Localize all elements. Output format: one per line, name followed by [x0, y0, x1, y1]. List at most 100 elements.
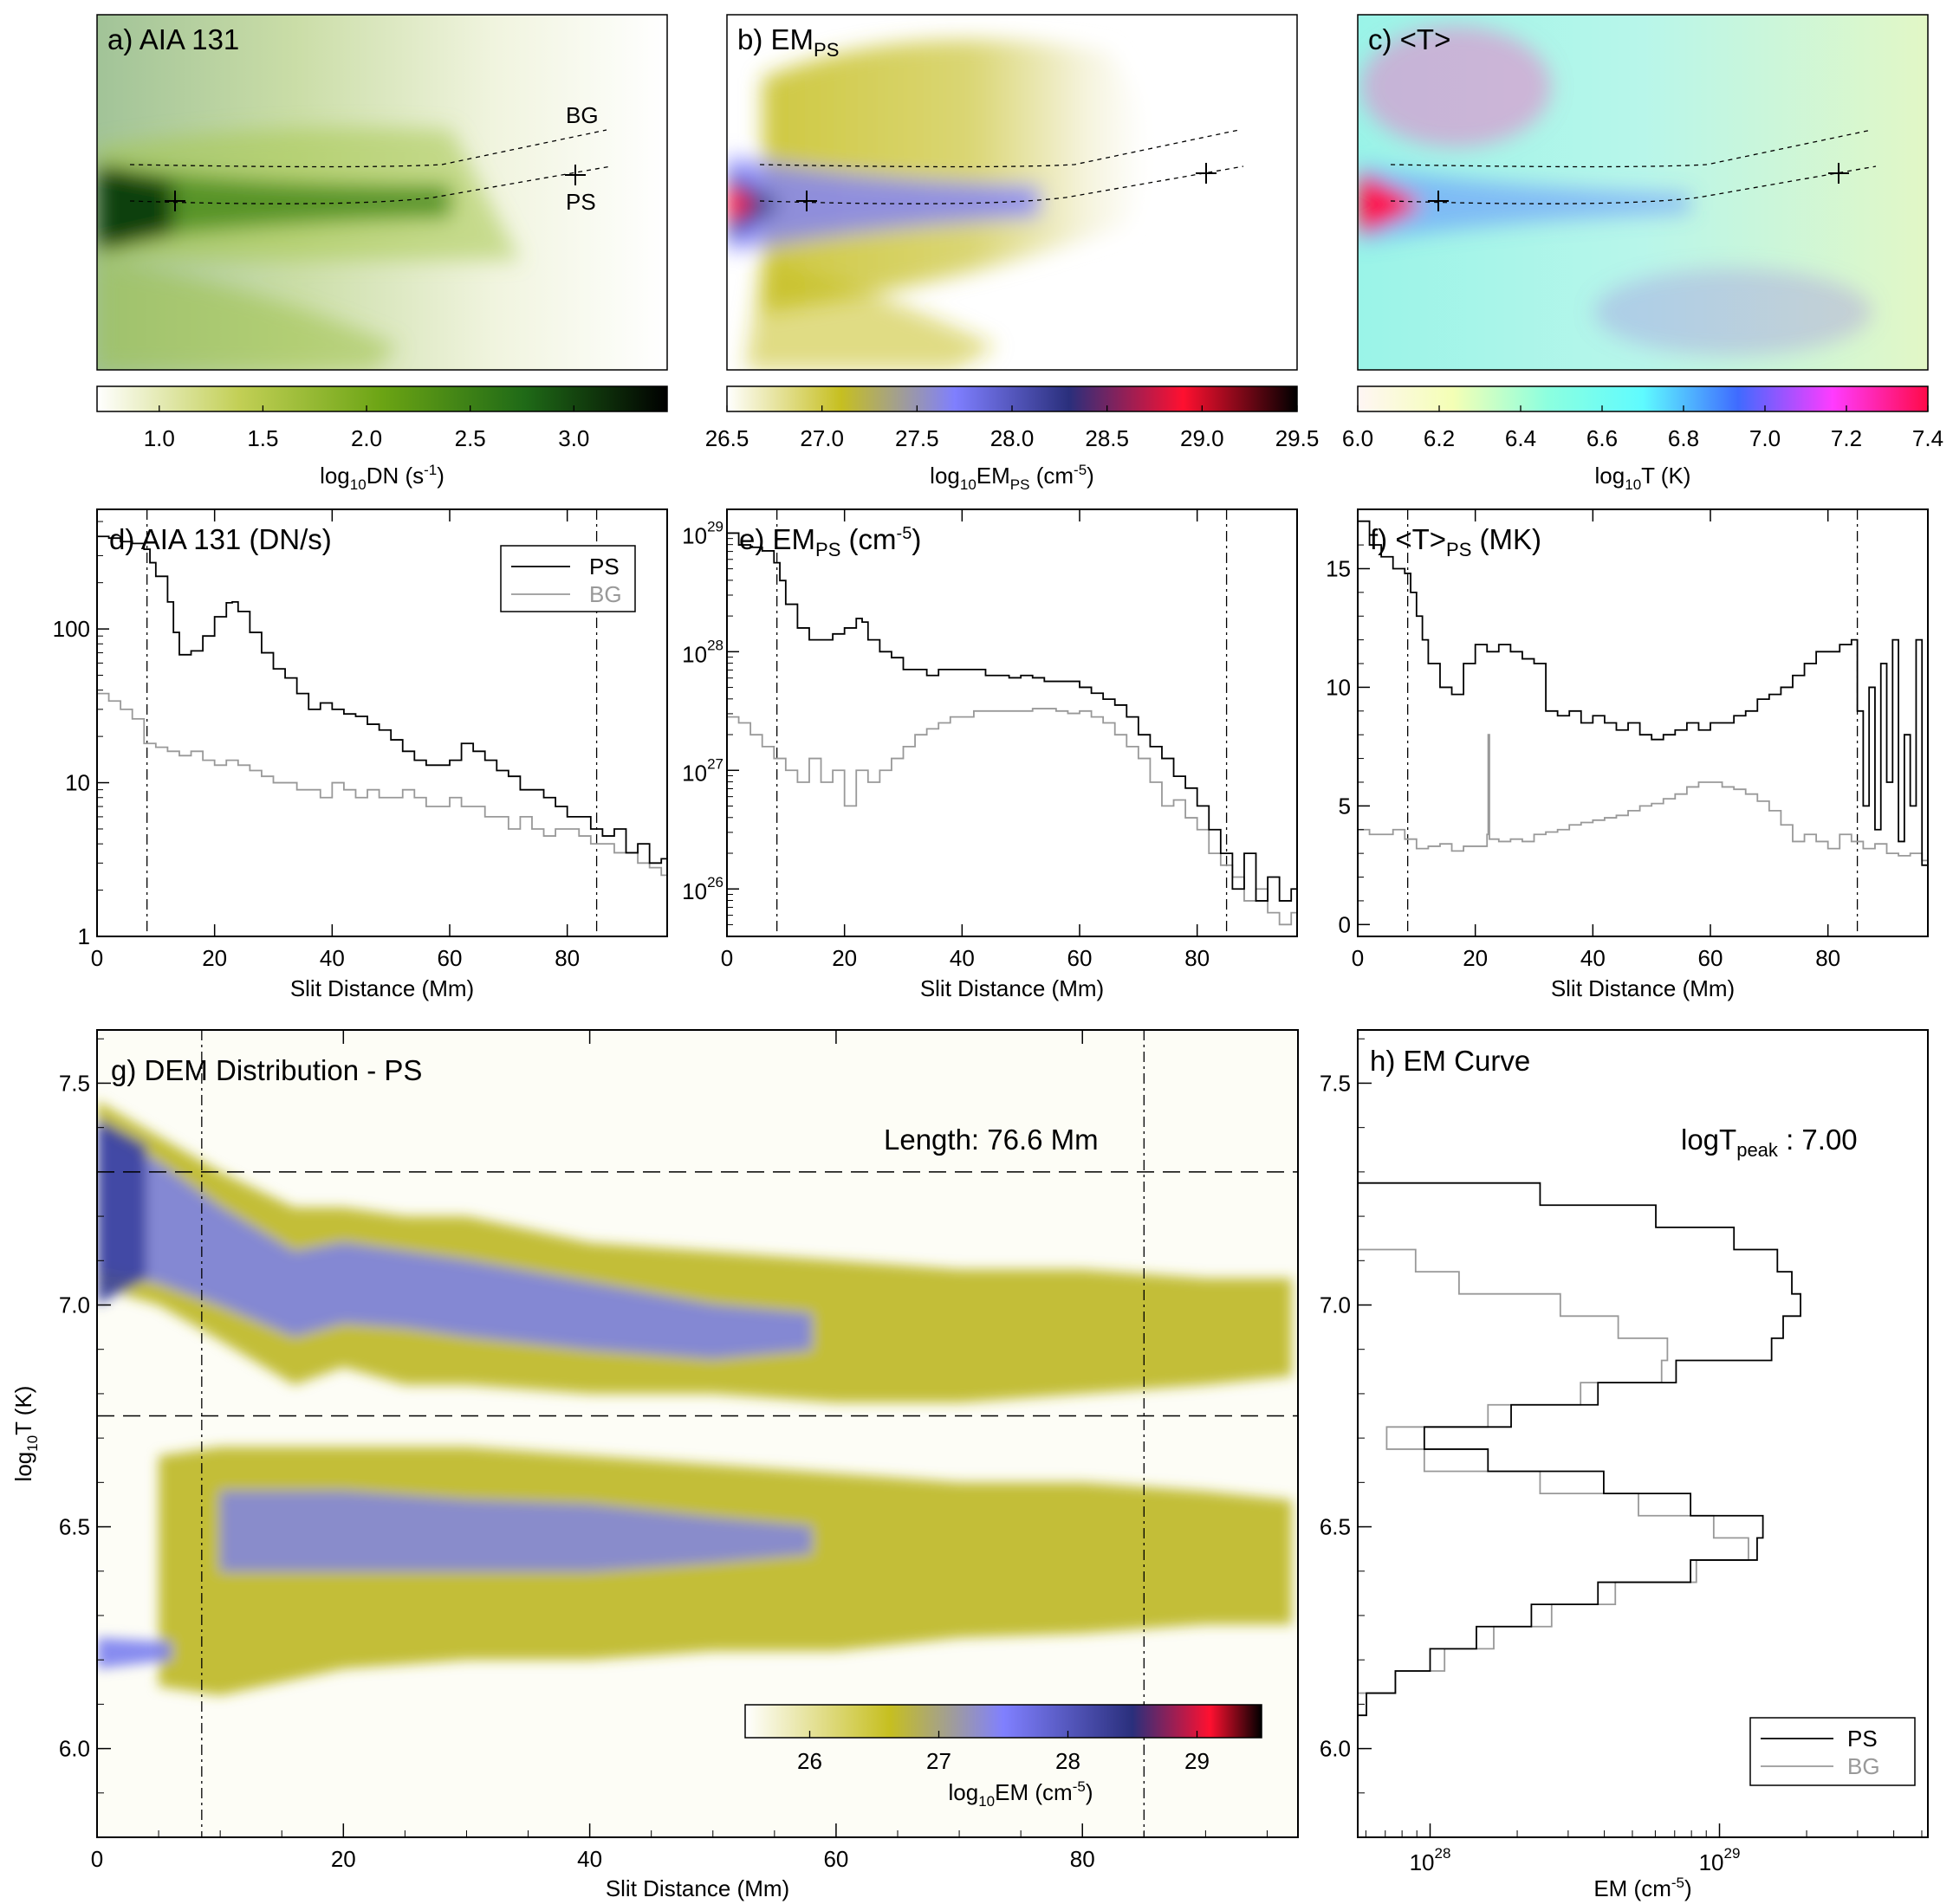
- x-tick-label: 40: [1580, 945, 1606, 971]
- cool-core-blob: [97, 1637, 172, 1669]
- x-tick-label: 60: [1698, 945, 1723, 971]
- y-tick-label: 7.0: [1320, 1292, 1351, 1318]
- x-axis-label: Slit Distance (Mm): [1551, 975, 1735, 1001]
- y-tick-label: 1026: [682, 874, 723, 904]
- legend-ps-label: PS: [1847, 1726, 1878, 1752]
- y-tick-label: 7.0: [59, 1292, 90, 1318]
- legend-ps-label: PS: [589, 554, 620, 580]
- em-curve-bg: [1358, 1248, 1749, 1694]
- y-tick-label: 7.5: [1320, 1070, 1351, 1096]
- panel-d-aia131: 0 20 40 60 80 Slit Distance (Mm) 1 10 100 d) AIA …: [53, 508, 668, 1001]
- x-tick-label: 80: [1184, 945, 1210, 971]
- colorbar-tick-label: 29.0: [1180, 425, 1224, 451]
- colorbar-title: log10EMPS (cm-5): [930, 462, 1094, 493]
- image-panel-b: b) EMPS: [726, 14, 1298, 371]
- y-tick-label: 10: [1326, 674, 1351, 700]
- y-tick-label: 6.0: [59, 1736, 90, 1762]
- colorbar-tick-label: 29.5: [1275, 425, 1320, 451]
- x-tick-label: 0: [1352, 945, 1364, 971]
- colorbar-tick-label: 3.0: [558, 425, 589, 451]
- panel-h-em-curve: 6.0 6.5 7.0 7.5 1028 1029 EM (cm-5) h) EM Curve…: [1320, 1029, 1929, 1901]
- colorbar-tick-label: 6.6: [1586, 425, 1618, 451]
- x-tick-label: 40: [577, 1846, 602, 1872]
- dem-colorbar-title: log10EM (cm-5): [949, 1778, 1093, 1810]
- y-tick-label: 15: [1326, 555, 1351, 581]
- panel-f-temperature: 0 20 40 60 80 Slit Distance (Mm) 0 5 10 15 f) <T>P…: [1326, 508, 1929, 1001]
- colorbar-tick-label: 6.0: [1342, 425, 1373, 451]
- panel-d-title: d) AIA 131 (DN/s): [109, 523, 332, 555]
- series-bg: [1358, 734, 1929, 890]
- x-tick-label: 60: [1067, 945, 1093, 971]
- colorbar-title: log10T (K): [1595, 463, 1691, 493]
- legend-bg-label: BG: [589, 581, 622, 607]
- colorbar-tick-label: 7.0: [1749, 425, 1781, 451]
- x-tick-label: 0: [91, 1846, 103, 1872]
- x-tick-label: 0: [721, 945, 733, 971]
- panel-e-em: 0 20 40 60 80 Slit Distance (Mm) 1026 1027 1028 1…: [682, 508, 1298, 1001]
- colorbar-2: [1357, 385, 1929, 412]
- x-tick-label: 80: [555, 945, 580, 971]
- colorbar-tick-label: 1.5: [247, 425, 278, 451]
- bg-path-label: BG: [566, 102, 599, 128]
- x-tick-label: 20: [331, 1846, 356, 1872]
- colorbar-tick-label: 1.0: [144, 425, 175, 451]
- y-tick-label: 7.5: [59, 1070, 90, 1096]
- plot-frame: [1357, 508, 1929, 937]
- y-tick-label: 1028: [682, 637, 723, 667]
- dem-colorbar-tick-label: 29: [1184, 1748, 1210, 1774]
- panel-h-title: h) EM Curve: [1370, 1045, 1530, 1077]
- y-tick-label: 5: [1339, 793, 1351, 819]
- plot-area: [1358, 509, 1928, 936]
- x-axis-label: Slit Distance (Mm): [920, 975, 1104, 1001]
- image-panel-a: a) AIA 131 BG PS: [96, 14, 668, 371]
- colorbar-tick-label: 6.2: [1424, 425, 1455, 451]
- x-axis-label: EM (cm-5): [1593, 1875, 1691, 1901]
- x-axis-label: Slit Distance (Mm): [606, 1875, 789, 1901]
- plot-area: [1358, 1030, 1928, 1837]
- image-b-title-sub: PS: [814, 39, 839, 61]
- series-ps: [727, 532, 1298, 902]
- x-tick-label: 80: [1815, 945, 1840, 971]
- colorbar-tick-label: 28.5: [1085, 425, 1129, 451]
- series-ps: [97, 535, 668, 865]
- x-tick-label: 60: [438, 945, 463, 971]
- dem-colorbar: [744, 1704, 1262, 1739]
- x-tick-label: 1029: [1699, 1845, 1741, 1875]
- ps-path-label: PS: [566, 189, 596, 215]
- x-tick-label: 40: [320, 945, 345, 971]
- y-tick-label: 6.5: [59, 1514, 90, 1540]
- x-tick-label: 80: [1070, 1846, 1095, 1872]
- colorbar-tick-label: 27.5: [895, 425, 939, 451]
- panel-f-title: f) <T>PS (MK): [1370, 523, 1541, 560]
- colorbar-tick-label: 26.5: [705, 425, 749, 451]
- lower-em-core: [220, 1491, 812, 1571]
- colorbar-tick-label: 28.0: [990, 425, 1035, 451]
- dem-length-label: Length: 76.6 Mm: [884, 1124, 1099, 1156]
- image-a-title: a) AIA 131: [107, 23, 239, 55]
- colorbar-tick-label: 6.4: [1505, 425, 1536, 451]
- colorbar-tick-label: 2.0: [351, 425, 382, 451]
- series-ps: [1358, 520, 1929, 866]
- plot-area: [727, 509, 1297, 936]
- image-b-title-main: b) EM: [737, 23, 814, 55]
- plot-frame: [726, 508, 1298, 937]
- x-tick-label: 20: [1463, 945, 1488, 971]
- upper-em-band: [97, 1100, 1292, 1403]
- colorbar-tick-label: 2.5: [455, 425, 486, 451]
- x-tick-label: 0: [91, 945, 103, 971]
- upper-em-core: [97, 1127, 812, 1358]
- image-b-title: b) EMPS: [737, 23, 839, 61]
- image-c-title: c) <T>: [1368, 23, 1450, 55]
- colorbar-tick-label: 6.8: [1668, 425, 1699, 451]
- peak-temperature-label: logTpeak : 7.00: [1681, 1124, 1858, 1161]
- em-curve-ps: [1358, 1182, 1801, 1717]
- y-tick-label: 1029: [682, 518, 723, 548]
- series-bg: [97, 692, 668, 910]
- panel-g-title: g) DEM Distribution - PS: [111, 1054, 422, 1086]
- x-tick-label: 1028: [1410, 1845, 1451, 1875]
- series-bg: [727, 708, 1298, 926]
- image-panel-c: c) <T>: [1357, 14, 1929, 371]
- x-axis-label: Slit Distance (Mm): [290, 975, 474, 1001]
